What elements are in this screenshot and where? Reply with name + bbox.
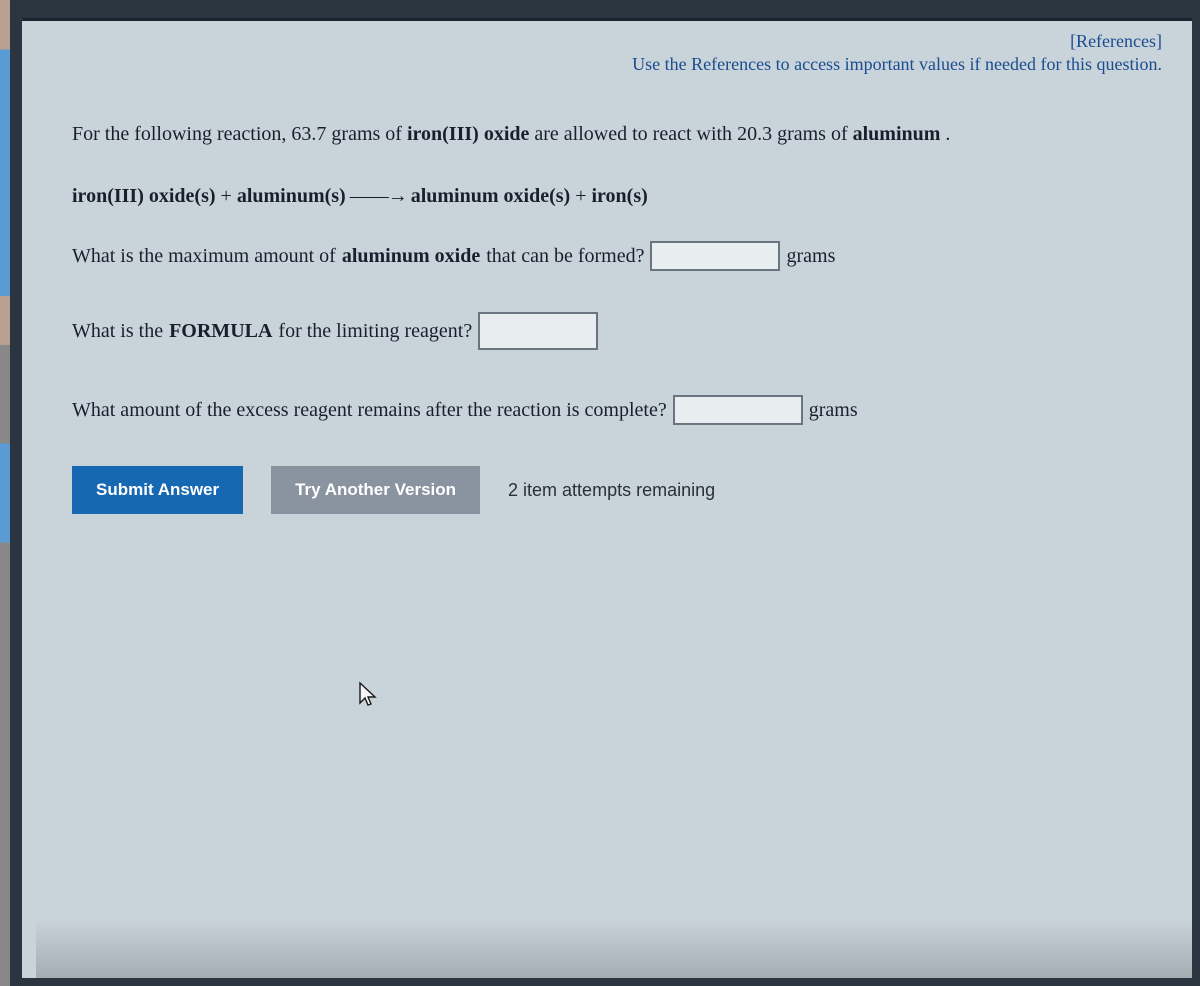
q2-post: for the limiting reagent? (278, 315, 472, 347)
q1-species: aluminum oxide (342, 240, 480, 272)
question-body: For the following reaction, 63.7 grams o… (22, 80, 1192, 534)
question-3-line: What amount of the excess reagent remain… (72, 394, 1152, 426)
intro-text-3: are allowed to react with (529, 123, 737, 145)
eq-lhs2: aluminum(s) (237, 185, 346, 207)
intro-text-4: grams of (772, 123, 853, 145)
eq-rhs1: aluminum oxide(s) (411, 185, 570, 207)
cursor-icon (357, 681, 379, 709)
q2-pre: What is the (72, 315, 163, 347)
references-instruction: Use the References to access important v… (52, 54, 1162, 75)
eq-plus1: + (216, 185, 237, 207)
attempts-remaining: 2 item attempts remaining (508, 476, 715, 505)
question-1-line: What is the maximum amount of aluminum o… (72, 240, 1152, 272)
eq-plus2: + (570, 185, 591, 207)
question-panel: [References] Use the References to acces… (22, 18, 1192, 978)
species-1: iron(III) oxide (407, 123, 529, 145)
bottom-shadow (36, 918, 1192, 978)
q2-bold: FORMULA (169, 315, 272, 347)
q3-unit: grams (809, 394, 858, 426)
q1-answer-input[interactable] (650, 241, 780, 271)
q1-unit: grams (786, 240, 835, 272)
intro-text-2: grams of (326, 123, 407, 145)
q3-answer-input[interactable] (673, 395, 803, 425)
intro-text-5: . (940, 123, 950, 145)
q2-answer-input[interactable] (478, 312, 598, 350)
references-link[interactable]: [References] (1070, 31, 1162, 51)
left-edge-trim (0, 0, 10, 986)
q1-pre: What is the maximum amount of (72, 240, 336, 272)
mass-1: 63.7 (291, 123, 326, 145)
try-another-button[interactable]: Try Another Version (271, 466, 480, 514)
eq-lhs1: iron(III) oxide(s) (72, 185, 216, 207)
eq-rhs2: iron(s) (591, 185, 647, 207)
submit-button[interactable]: Submit Answer (72, 466, 243, 514)
intro-text-1: For the following reaction, (72, 123, 291, 145)
question-2-line: What is the FORMULA for the limiting rea… (72, 312, 1152, 350)
window-frame: [References] Use the References to acces… (0, 0, 1200, 986)
q1-post: that can be formed? (486, 240, 644, 272)
intro-paragraph: For the following reaction, 63.7 grams o… (72, 118, 1152, 150)
mass-2: 20.3 (737, 123, 772, 145)
reaction-equation: iron(III) oxide(s) + aluminum(s) ——→ alu… (72, 180, 1152, 212)
references-header: [References] Use the References to acces… (22, 21, 1192, 80)
q3-text: What amount of the excess reagent remain… (72, 394, 667, 426)
eq-arrow: ——→ (346, 185, 411, 207)
button-row: Submit Answer Try Another Version 2 item… (72, 466, 1152, 514)
species-2: aluminum (853, 123, 941, 145)
